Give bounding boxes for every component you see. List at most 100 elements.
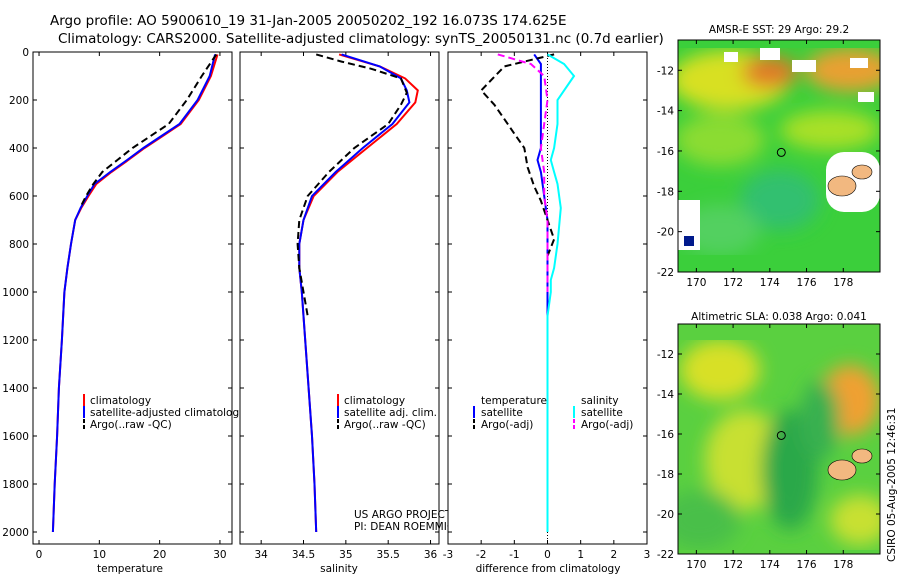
sla-map-ytick-label: -18 xyxy=(657,469,674,481)
sla-map-ytick-label: -16 xyxy=(657,429,674,441)
sst-map-xtick-label: 172 xyxy=(723,277,743,289)
sst-map-ytick-label: -14 xyxy=(657,106,674,118)
sla-map-xtick-label: 176 xyxy=(797,559,817,571)
sst-map-ytick-label: -22 xyxy=(657,267,674,279)
difference-legend-entry-0: temperature xyxy=(481,395,547,407)
title-line1: Argo profile: AO 5900610_19 31-Jan-2005 … xyxy=(50,13,567,29)
difference-xtick-label: -3 xyxy=(443,549,453,561)
sst-map-ytick-label: -20 xyxy=(657,227,674,239)
temperature-legend-entry-0: climatology xyxy=(90,395,151,407)
sst-map-argo-marker xyxy=(776,147,786,157)
difference-panel: -3 -2 -1 0 1 2 3 difference from climatology t… xyxy=(443,51,651,575)
sst-map-xtick-label: 170 xyxy=(686,277,706,289)
depth-ytick-label: 600 xyxy=(9,191,29,203)
difference-legend-entry-5: Argo(-adj) xyxy=(581,419,633,431)
salinity-legend: climatology satellite adj. clim. Argo(..… xyxy=(337,394,437,431)
depth-ytick-label: 1800 xyxy=(2,479,29,491)
salinity-legend-entry-0: climatology xyxy=(344,395,405,407)
depth-ytick-label: 0 xyxy=(22,47,29,59)
salinity-xtick-label: 34 xyxy=(254,549,268,561)
sst-map-field xyxy=(678,40,880,272)
project-label-line2: PI: DEAN ROEMMICH xyxy=(354,521,462,533)
difference-series-temperature-argo-adj xyxy=(479,53,556,257)
temperature-xtick-label: 0 xyxy=(36,549,43,561)
difference-series-salinity-satellite xyxy=(546,53,576,532)
depth-ytick-label: 1600 xyxy=(2,431,29,443)
difference-xtick-label: -1 xyxy=(509,549,519,561)
temperature-lines xyxy=(51,53,219,533)
temperature-xtick-label: 20 xyxy=(153,549,166,561)
temperature-series-argo-raw-qc xyxy=(79,53,218,209)
depth-ytick-label: 1000 xyxy=(2,287,29,299)
depth-ytick-label: 2000 xyxy=(2,527,29,539)
sla-map-ytick-label: -22 xyxy=(657,549,674,561)
depth-ytick-label: 200 xyxy=(9,95,29,107)
difference-xlabel: difference from climatology xyxy=(476,563,621,575)
salinity-ticks: 34 34.5 35 35.5 36 xyxy=(240,51,439,561)
depth-ytick-label: 1200 xyxy=(2,335,29,347)
difference-xtick-label: 0 xyxy=(544,549,551,561)
salinity-legend-entry-2: Argo(..raw -QC) xyxy=(344,419,426,431)
sla-map-ytick-label: -14 xyxy=(657,389,674,401)
difference-xtick-label: 2 xyxy=(610,549,617,561)
salinity-xtick-label: 34.5 xyxy=(292,549,315,561)
sst-map-ticks: 170 172 174 176 178 -12 -14 -16 -18 -20 -22 xyxy=(657,40,880,289)
salinity-legend-entry-1: satellite adj. clim. xyxy=(344,407,437,419)
salinity-series-argo-raw-qc xyxy=(296,53,408,317)
salinity-xtick-label: 35.5 xyxy=(376,549,399,561)
sla-map-field xyxy=(678,324,880,554)
sst-map-ytick-label: -12 xyxy=(657,65,674,77)
difference-xtick-label: -2 xyxy=(476,549,486,561)
temperature-legend: climatology satellite-adjusted climatolo… xyxy=(83,394,245,431)
difference-series-salinity-argo-adj xyxy=(497,53,549,292)
salinity-panel: 34 34.5 35 35.5 36 salinity climatology sate… xyxy=(239,51,462,575)
sla-map-xtick-label: 170 xyxy=(686,559,706,571)
sla-map-xtick-label: 172 xyxy=(723,559,743,571)
difference-ticks: -3 -2 -1 0 1 2 3 xyxy=(443,51,651,561)
difference-legend-entry-4: satellite xyxy=(581,407,623,419)
sst-map-xtick-label: 176 xyxy=(797,277,817,289)
temperature-panel: 0 10 20 30 0 200 400 600 800 1000 1200 1400 1600 1800… xyxy=(2,47,245,575)
sla-map-title: Altimetric SLA: 0.038 Argo: 0.041 xyxy=(691,311,867,323)
temperature-xtick-label: 30 xyxy=(213,549,226,561)
sla-map-panel: Altimetric SLA: 0.038 Argo: 0.041 170 172… xyxy=(657,311,881,571)
depth-ytick-label: 1400 xyxy=(2,383,29,395)
title-line2: Climatology: CARS2000. Satellite-adjuste… xyxy=(58,31,664,47)
sla-map-argo-marker xyxy=(776,430,786,440)
difference-legend-entry-2: Argo(-adj) xyxy=(481,419,533,431)
sla-map-ytick-label: -12 xyxy=(657,349,674,361)
salinity-xlabel: salinity xyxy=(320,563,358,575)
difference-xtick-label: 3 xyxy=(644,549,651,561)
difference-legend-entry-3: salinity xyxy=(581,395,619,407)
csiro-side-label: CSIRO 05-Aug-2005 12:46:31 xyxy=(886,408,898,562)
depth-ytick-label: 400 xyxy=(9,143,29,155)
project-label-line1: US ARGO PROJECT xyxy=(354,509,452,521)
salinity-xtick-label: 36 xyxy=(424,549,438,561)
sst-map-xtick-label: 178 xyxy=(833,277,853,289)
sst-map-title: AMSR-E SST: 29 Argo: 29.2 xyxy=(709,24,849,36)
depth-ytick-label: 800 xyxy=(9,239,29,251)
difference-xtick-label: 1 xyxy=(577,549,584,561)
sla-map-ytick-label: -20 xyxy=(657,509,674,521)
sst-map-frame xyxy=(677,39,881,273)
temperature-axes-frame xyxy=(32,51,233,545)
temperature-legend-entry-1: satellite-adjusted climatology xyxy=(90,407,245,419)
difference-legend: temperature satellite Argo(-adj) salinit… xyxy=(473,395,633,431)
temperature-ticks: 0 10 20 30 0 200 400 600 800 1000 1200 1400 1600 1800… xyxy=(2,47,232,561)
temperature-legend-entry-2: Argo(..raw -QC) xyxy=(90,419,172,431)
difference-lines xyxy=(479,53,576,532)
salinity-lines xyxy=(296,53,419,533)
sla-map-ticks: 170 172 174 176 178 -12 -14 -16 -18 -20 -22 xyxy=(657,324,880,571)
temperature-xtick-label: 10 xyxy=(93,549,106,561)
sla-map-xtick-label: 174 xyxy=(760,559,780,571)
sst-map-panel: AMSR-E SST: 29 Argo: 29.2 xyxy=(657,24,881,289)
difference-legend-entry-1: satellite xyxy=(481,407,523,419)
sst-map-ytick-label: -18 xyxy=(657,186,674,198)
temperature-xlabel: temperature xyxy=(97,563,163,575)
salinity-xtick-label: 35 xyxy=(339,549,352,561)
sst-map-ytick-label: -16 xyxy=(657,146,674,158)
sla-map-xtick-label: 178 xyxy=(833,559,853,571)
sla-map-frame xyxy=(677,323,881,555)
salinity-axes-frame xyxy=(239,51,440,545)
